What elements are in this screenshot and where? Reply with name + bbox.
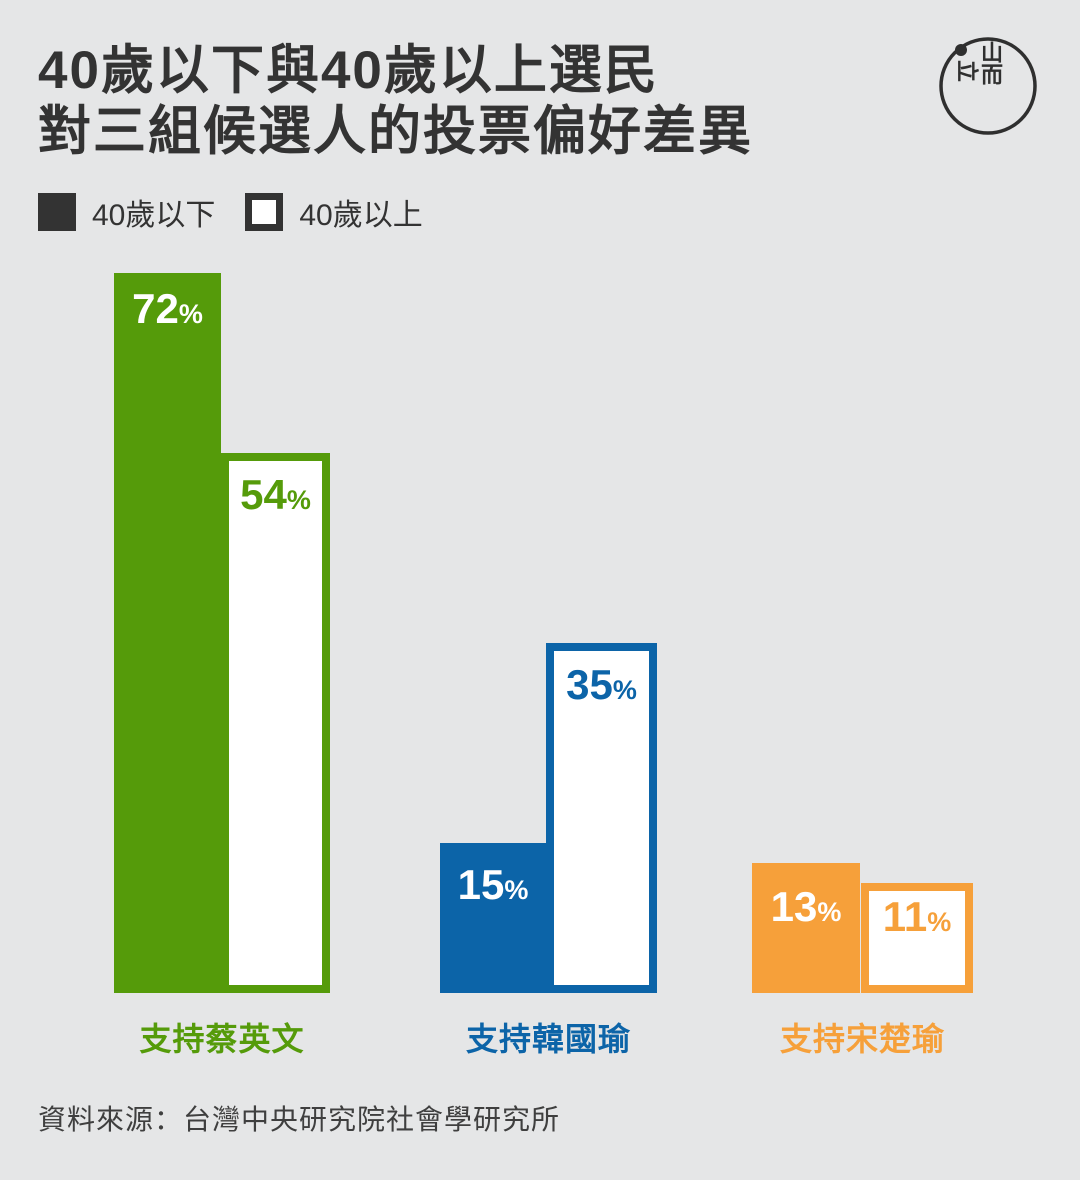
chart-legend: 40歲以下 40歲以上 [38,190,423,234]
bar-soong-over40: 11% [861,883,973,993]
bar-value-label: 13% [770,883,842,930]
bar-value-label: 54% [240,471,311,518]
source-note: 資料來源：台灣中央研究院社會學研究所 [38,1104,561,1135]
bar-han-over40: 35% [546,643,657,993]
bar-value-label: 15% [457,861,529,908]
chart-title: 40歲以下與40歲以上選民 對三組候選人的投票偏好差異 [38,40,753,163]
logo-glyph-shan: 山 [981,41,1003,66]
category-label-soong: 支持宋楚瑜 [779,1021,945,1057]
bar-value-label: 35% [566,661,637,708]
bar-soong-under40: 13% [752,863,860,993]
legend-swatch-over40 [245,193,284,231]
bar-han-under40: 15% [440,843,546,993]
chart-title-line1: 40歲以下與40歲以上選民 [38,41,659,100]
bar-chart: 72% 54% 15% 35% 13% 11% [114,273,973,993]
initium-media-logo-icon: 山 而 立 [939,37,1037,135]
bar-value-label: 72% [132,285,203,332]
legend-label-over40: 40歲以上 [299,199,423,232]
bar-tsai-over40: 54% [221,453,330,993]
category-label-tsai: 支持蔡英文 [139,1021,305,1057]
legend-swatch-under40 [38,193,76,231]
logo-glyph-er: 而 [981,63,1003,88]
legend-label-under40: 40歲以下 [92,199,216,232]
bar-value-label: 11% [882,893,952,940]
bar-tsai-under40: 72% [114,273,221,993]
logo-glyph-li: 立 [955,60,980,82]
category-label-han: 支持韓國瑜 [465,1021,631,1057]
chart-title-line2: 對三組候選人的投票偏好差異 [38,102,753,162]
